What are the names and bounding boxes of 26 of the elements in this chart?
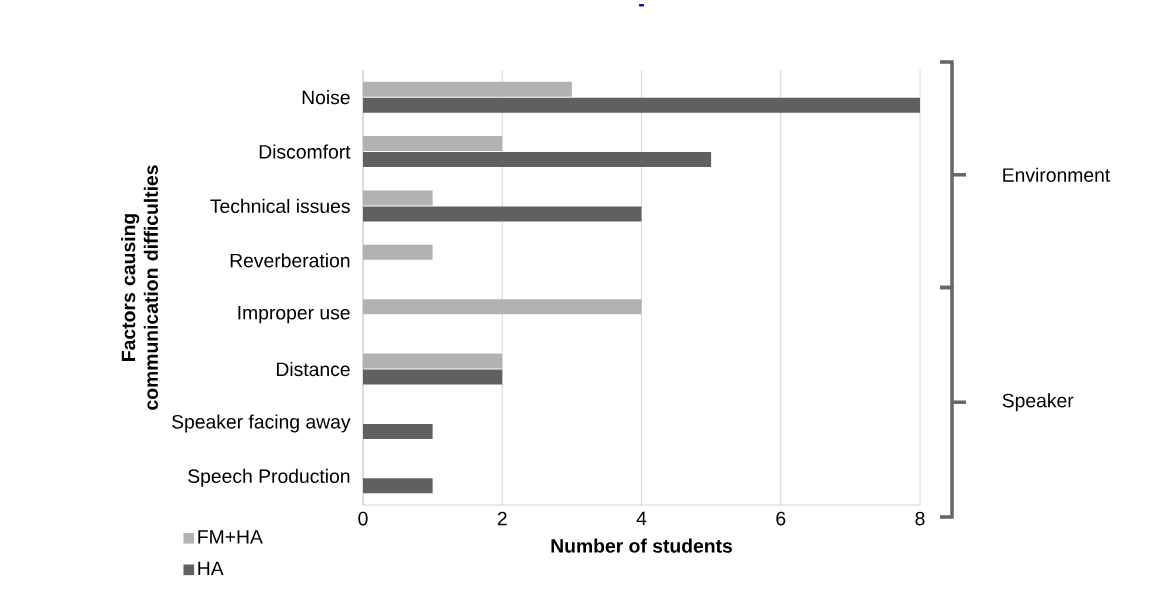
- bar: [363, 206, 642, 222]
- x-tick-label: 4: [636, 511, 647, 526]
- chart-title: -: [639, 4, 644, 7]
- y-tick-label: Speaker facing away: [172, 414, 351, 433]
- bar: [363, 478, 433, 494]
- y-tick-label: Improper use: [238, 306, 350, 324]
- text: Speaker: [1002, 393, 1074, 412]
- y-tick-label: Technical issues: [210, 198, 350, 214]
- bar: [363, 97, 920, 113]
- y-tick-label: Reverberation: [230, 253, 350, 268]
- y-tick-label: Speech Production: [188, 468, 350, 487]
- x-tick-label: 2: [497, 511, 507, 526]
- text: Environment: [1003, 167, 1111, 182]
- legend-label: HA: [198, 561, 224, 576]
- x-tick-label: 8: [915, 511, 925, 526]
- x-axis-title: Number of students: [551, 538, 733, 553]
- y-axis-title: Factors causing communication difficulties: [121, 165, 158, 410]
- legend-label: FM+HA: [198, 530, 263, 544]
- x-tick-label: 0: [358, 511, 368, 526]
- bar: [363, 423, 433, 439]
- y-tick-label: Distance: [276, 361, 350, 377]
- x-tick-label: 6: [776, 511, 786, 526]
- bar: [363, 152, 712, 168]
- y-tick-label: Noise: [302, 90, 350, 105]
- bar: [363, 369, 503, 385]
- y-tick-label: Discomfort: [259, 144, 351, 159]
